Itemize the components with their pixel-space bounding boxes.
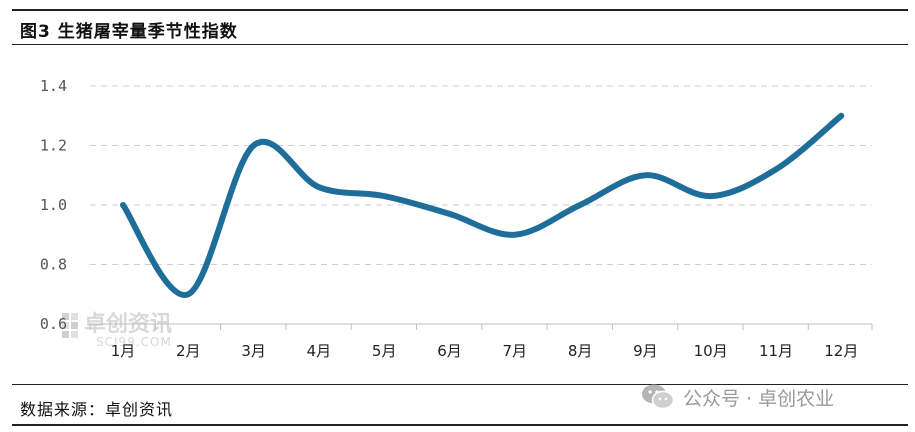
x-tick-label: 9月 xyxy=(633,342,658,360)
top-rule xyxy=(12,9,908,11)
watermark-logo-icon xyxy=(62,313,78,338)
x-tick-label: 10月 xyxy=(694,342,728,360)
series-line xyxy=(120,112,845,298)
x-tick-label: 7月 xyxy=(503,342,528,360)
figure-header: 图3 生猪屠宰量季节性指数 xyxy=(12,9,908,45)
x-tick-label: 3月 xyxy=(241,342,266,360)
x-tick-label: 8月 xyxy=(568,342,593,360)
figure-title: 图3 生猪屠宰量季节性指数 xyxy=(20,22,238,42)
chart-series xyxy=(120,112,845,298)
x-tick-label: 6月 xyxy=(437,342,462,360)
footer-rule xyxy=(12,424,908,426)
y-tick-label: 0.6 xyxy=(40,315,67,333)
y-axis: 0.6 0.8 1.0 1.2 1.4 xyxy=(40,77,67,333)
x-tick-label: 4月 xyxy=(307,342,332,360)
x-tick-label: 12月 xyxy=(824,342,858,360)
watermark-site: SCI99.COM xyxy=(96,335,172,349)
y-tick-label: 1.4 xyxy=(40,77,67,95)
x-tick-label: 2月 xyxy=(176,342,201,360)
data-source: 数据来源：卓创资讯 xyxy=(20,400,174,419)
x-tick-label: 1月 xyxy=(111,342,136,360)
bottom-rule xyxy=(12,384,908,385)
chart-grid xyxy=(90,85,872,265)
x-axis: 1月 2月 3月 4月 5月 6月 7月 8月 9月 10月 11月 12月 xyxy=(89,323,873,360)
y-tick-label: 1.0 xyxy=(40,196,67,214)
x-tick-label: 5月 xyxy=(372,342,397,360)
wechat-account-label: 公众号 · 卓创农业 xyxy=(683,387,835,410)
y-tick-label: 0.8 xyxy=(40,256,67,274)
wechat-icon xyxy=(642,384,675,410)
y-tick-label: 1.2 xyxy=(40,137,67,155)
wechat-watermark: 公众号 · 卓创农业 xyxy=(641,381,834,413)
title-divider xyxy=(12,44,908,45)
x-tick-label: 11月 xyxy=(759,342,793,360)
